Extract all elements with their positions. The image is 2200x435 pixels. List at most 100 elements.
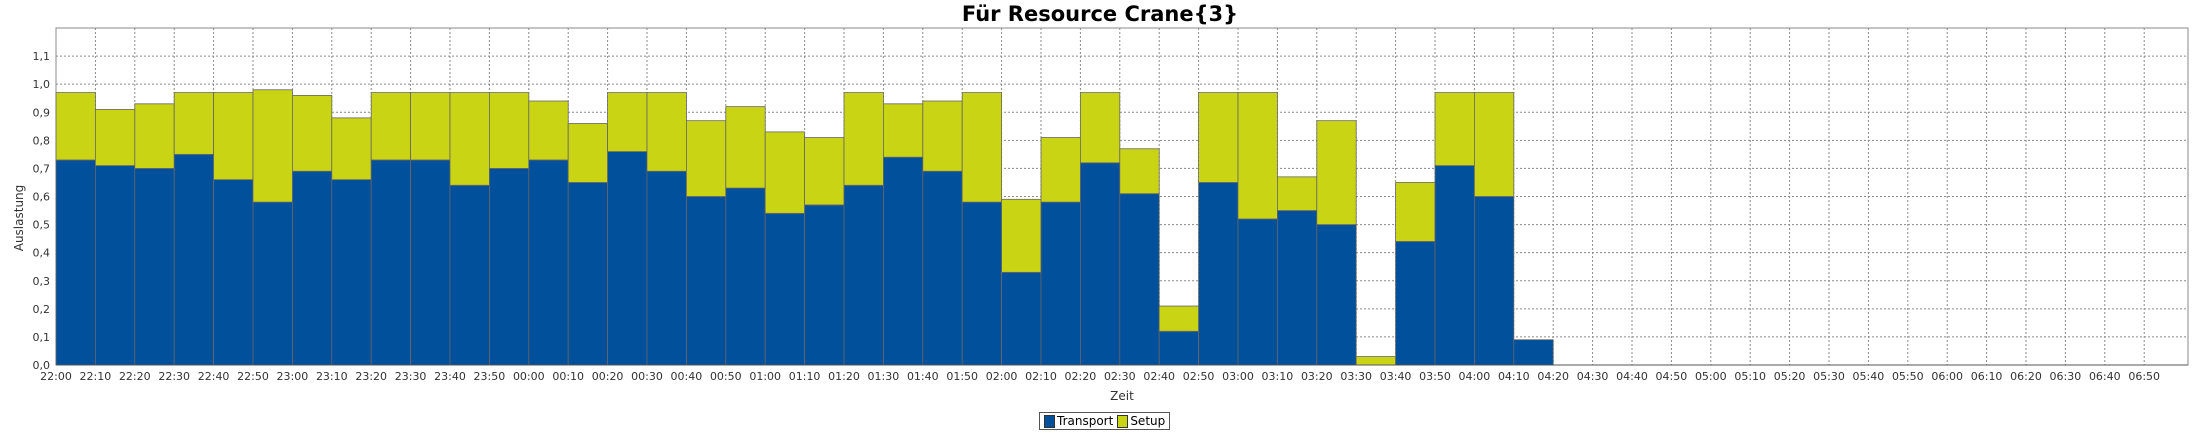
bar-setup <box>173 92 214 155</box>
bar-setup <box>1237 92 1278 220</box>
bar-setup <box>567 123 609 183</box>
x-tick-label: 00:50 <box>710 370 742 383</box>
bar-transport <box>252 201 293 366</box>
bar-setup <box>1355 356 1396 366</box>
bar-transport <box>1316 224 1357 366</box>
bar-setup <box>725 106 766 189</box>
x-tick-label: 23:30 <box>395 370 427 383</box>
x-tick-label: 01:40 <box>907 370 939 383</box>
bar-setup <box>1040 137 1081 203</box>
bar-setup <box>961 92 1003 203</box>
x-tick-label: 02:10 <box>1025 370 1057 383</box>
x-tick-label: 02:50 <box>1183 370 1215 383</box>
bar-transport <box>331 179 372 366</box>
x-tick-label: 04:10 <box>1498 370 1530 383</box>
bar-transport <box>1474 196 1515 366</box>
x-tick-label: 06:20 <box>2010 370 2042 383</box>
y-tick-label: 0,2 <box>33 303 51 316</box>
bars <box>55 89 2188 366</box>
bar-transport <box>883 156 924 366</box>
bar-setup <box>686 120 727 197</box>
bar-transport <box>528 159 569 366</box>
x-tick-label: 00:10 <box>552 370 584 383</box>
x-tick-label: 03:30 <box>1340 370 1372 383</box>
bar-transport <box>686 196 727 366</box>
chart-title: Für Resource Crane{3} <box>961 2 1239 26</box>
bar-setup <box>1277 176 1318 211</box>
x-tick-label: 22:30 <box>158 370 190 383</box>
bar-setup <box>1316 120 1357 225</box>
y-tick-label: 0,3 <box>33 275 51 288</box>
x-tick-label: 22:10 <box>80 370 112 383</box>
x-tick-label: 23:00 <box>277 370 309 383</box>
bar-transport <box>1395 241 1436 366</box>
x-tick-label: 23:10 <box>316 370 348 383</box>
bar-setup <box>843 92 884 186</box>
bar-transport <box>291 170 333 366</box>
bar-transport <box>410 159 451 366</box>
x-tick-label: 05:00 <box>1695 370 1727 383</box>
x-tick-label: 22:40 <box>198 370 230 383</box>
x-tick-label: 22:00 <box>40 370 72 383</box>
legend-label-transport: Transport <box>1057 414 1114 428</box>
bar-transport <box>567 182 609 366</box>
x-tick-label: 00:00 <box>513 370 545 383</box>
x-tick-label: 22:50 <box>237 370 269 383</box>
y-tick-label: 0,7 <box>33 162 51 175</box>
stacked-bar-chart: 0,0 0,1 0,2 0,3 0,4 0,5 0,6 0,7 0,8 0,9 1,0 1,1 22:… <box>12 27 2189 403</box>
x-tick-label: 02:40 <box>1143 370 1175 383</box>
x-tick-label: 00:40 <box>671 370 703 383</box>
x-tick-label: 03:40 <box>1380 370 1412 383</box>
bar-setup <box>55 92 96 161</box>
bar-setup <box>646 92 687 172</box>
bar-setup <box>213 92 254 181</box>
x-tick-label: 02:00 <box>986 370 1018 383</box>
x-tick-label: 04:30 <box>1577 370 1609 383</box>
bar-setup <box>370 92 412 161</box>
bar-setup <box>1474 92 1515 197</box>
y-tick-label: 0,8 <box>33 134 51 147</box>
y-tick-label: 0,9 <box>33 106 51 119</box>
bar-transport <box>370 159 412 366</box>
bar-setup <box>488 92 530 169</box>
bar-setup <box>134 103 175 169</box>
bar-transport <box>922 170 963 366</box>
x-tick-label: 00:30 <box>631 370 663 383</box>
bar-transport <box>607 151 648 366</box>
bar-setup <box>922 100 963 172</box>
legend-swatch-transport <box>1044 414 1055 428</box>
x-tick-label: 04:00 <box>1459 370 1491 383</box>
bar-transport <box>646 170 687 366</box>
legend-label-setup: Setup <box>1130 414 1166 428</box>
x-tick-label: 02:30 <box>1104 370 1136 383</box>
x-tick-label: 01:30 <box>868 370 900 383</box>
bar-setup <box>449 92 490 186</box>
bar-setup <box>1119 148 1160 195</box>
x-tick-label: 06:00 <box>1931 370 1963 383</box>
bar-setup <box>528 100 569 161</box>
bar-setup <box>95 109 136 167</box>
bar-transport <box>1040 201 1081 366</box>
legend-swatch-setup <box>1117 414 1129 428</box>
x-tick-label: 05:20 <box>1774 370 1806 383</box>
x-tick-label: 23:50 <box>474 370 506 383</box>
x-tick-label: 23:40 <box>434 370 466 383</box>
bar-setup <box>1080 92 1121 164</box>
bar-setup <box>1434 92 1475 167</box>
y-tick-labels: 0,0 0,1 0,2 0,3 0,4 0,5 0,6 0,7 0,8 0,9 1,0 1,1 <box>33 50 51 372</box>
bar-setup <box>1198 92 1239 183</box>
x-tick-label: 03:00 <box>1222 370 1254 383</box>
x-tick-label: 06:40 <box>2089 370 2121 383</box>
x-tick-label: 04:50 <box>1656 370 1688 383</box>
bar-transport <box>213 179 254 366</box>
bar-setup <box>804 137 845 206</box>
y-tick-label: 1,0 <box>33 78 51 91</box>
bar-transport <box>1080 162 1121 366</box>
x-tick-label: 06:50 <box>2128 370 2160 383</box>
bar-transport <box>725 187 766 366</box>
y-tick-label: 0,6 <box>33 191 51 204</box>
bar-transport <box>1277 210 1318 366</box>
bar-setup <box>410 92 451 161</box>
x-tick-label: 05:50 <box>1892 370 1924 383</box>
x-tick-label: 00:20 <box>592 370 624 383</box>
